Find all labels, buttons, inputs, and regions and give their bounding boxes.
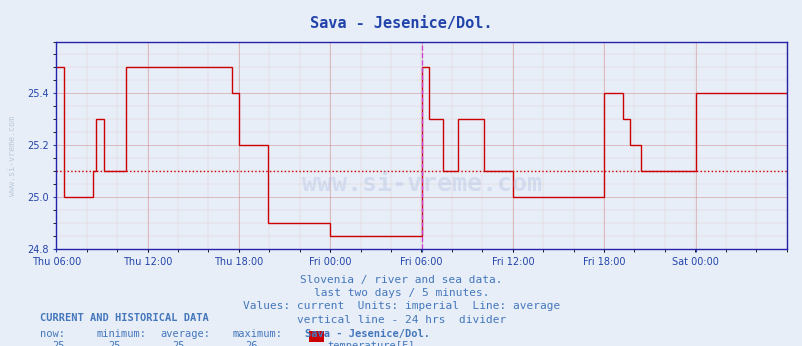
Text: 25: 25 [172, 341, 185, 346]
Text: maximum:: maximum: [233, 329, 282, 339]
Text: vertical line - 24 hrs  divider: vertical line - 24 hrs divider [297, 315, 505, 325]
Text: 25: 25 [52, 341, 65, 346]
Text: Sava - Jesenice/Dol.: Sava - Jesenice/Dol. [310, 16, 492, 30]
Text: minimum:: minimum: [96, 329, 146, 339]
Text: 26: 26 [245, 341, 257, 346]
Text: Values: current  Units: imperial  Line: average: Values: current Units: imperial Line: av… [242, 301, 560, 311]
Text: www.si-vreme.com: www.si-vreme.com [8, 116, 17, 196]
Text: now:: now: [40, 329, 65, 339]
Text: CURRENT AND HISTORICAL DATA: CURRENT AND HISTORICAL DATA [40, 313, 209, 323]
Text: Sava - Jesenice/Dol.: Sava - Jesenice/Dol. [305, 329, 430, 339]
Text: 25: 25 [108, 341, 121, 346]
Text: last two days / 5 minutes.: last two days / 5 minutes. [314, 288, 488, 298]
Text: www.si-vreme.com: www.si-vreme.com [302, 172, 541, 196]
Text: Slovenia / river and sea data.: Slovenia / river and sea data. [300, 275, 502, 285]
Text: temperature[F]: temperature[F] [327, 341, 415, 346]
Text: average:: average: [160, 329, 210, 339]
